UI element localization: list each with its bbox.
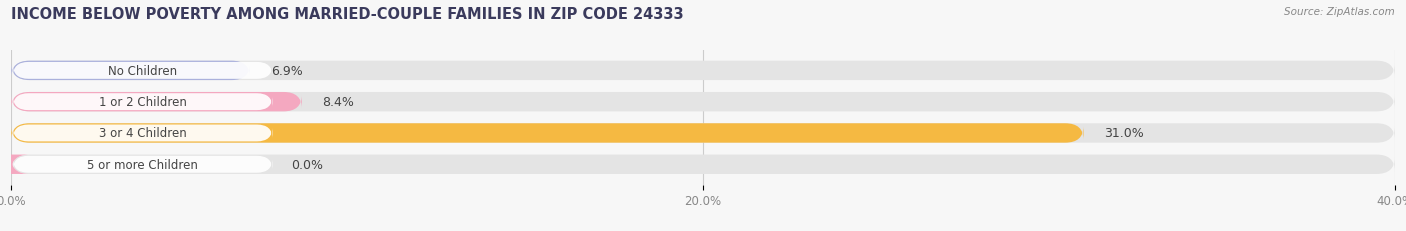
FancyBboxPatch shape: [11, 155, 1395, 174]
FancyBboxPatch shape: [13, 125, 273, 142]
FancyBboxPatch shape: [11, 93, 1395, 112]
FancyBboxPatch shape: [0, 155, 30, 174]
FancyBboxPatch shape: [11, 93, 302, 112]
FancyBboxPatch shape: [13, 63, 273, 79]
Text: 3 or 4 Children: 3 or 4 Children: [98, 127, 187, 140]
FancyBboxPatch shape: [11, 61, 250, 81]
Text: 6.9%: 6.9%: [271, 65, 302, 78]
FancyBboxPatch shape: [11, 124, 1395, 143]
Text: 0.0%: 0.0%: [291, 158, 323, 171]
FancyBboxPatch shape: [11, 124, 1084, 143]
Text: 31.0%: 31.0%: [1104, 127, 1144, 140]
Text: INCOME BELOW POVERTY AMONG MARRIED-COUPLE FAMILIES IN ZIP CODE 24333: INCOME BELOW POVERTY AMONG MARRIED-COUPL…: [11, 7, 683, 22]
Text: 5 or more Children: 5 or more Children: [87, 158, 198, 171]
Text: 1 or 2 Children: 1 or 2 Children: [98, 96, 187, 109]
FancyBboxPatch shape: [13, 156, 273, 173]
FancyBboxPatch shape: [13, 94, 273, 111]
Text: Source: ZipAtlas.com: Source: ZipAtlas.com: [1284, 7, 1395, 17]
Text: 8.4%: 8.4%: [322, 96, 354, 109]
FancyBboxPatch shape: [11, 61, 1395, 81]
Text: No Children: No Children: [108, 65, 177, 78]
